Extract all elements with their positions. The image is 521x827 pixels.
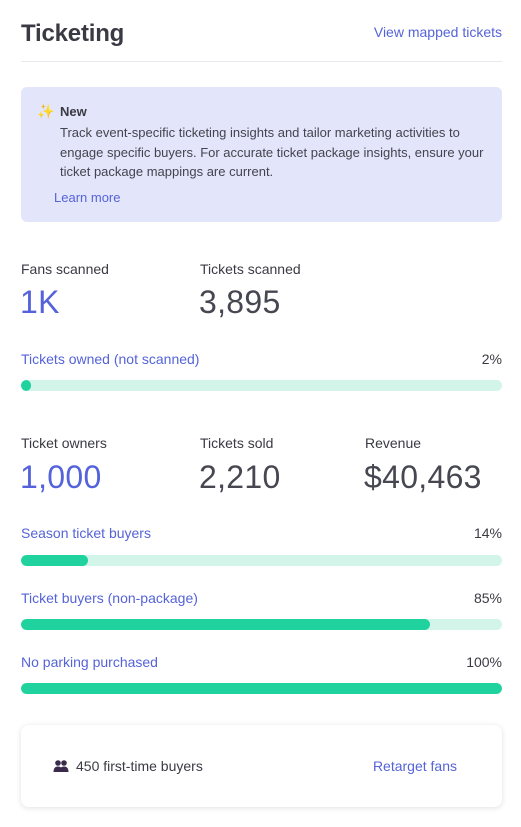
tickets-scanned-value: 3,895 xyxy=(199,284,281,320)
learn-more-link[interactable]: Learn more xyxy=(54,190,121,205)
progress-fill xyxy=(21,683,502,694)
no-parking-purchased-percent: 100% xyxy=(466,654,502,670)
season-ticket-buyers-progress-bar xyxy=(21,555,502,566)
section-header: Ticketing View mapped tickets xyxy=(21,0,502,62)
tickets-owned-not-scanned-link[interactable]: Tickets owned (not scanned) xyxy=(21,351,200,367)
users-icon xyxy=(53,760,69,772)
progress-fill xyxy=(21,380,31,391)
new-feature-banner: ✨ New Track event-specific ticketing ins… xyxy=(21,87,502,222)
first-time-buyers-card: 450 first-time buyers Retarget fans xyxy=(21,725,502,807)
ticket-buyers-non-package-percent: 85% xyxy=(473,590,502,606)
banner-heading: New xyxy=(60,104,87,119)
tickets-scanned-label: Tickets scanned xyxy=(200,261,301,277)
retarget-fans-button[interactable]: Retarget fans xyxy=(372,758,457,774)
tickets-owned-progress-bar xyxy=(21,380,502,391)
tickets-owned-percent: 2% xyxy=(481,351,502,367)
revenue-value: $40,463 xyxy=(364,459,482,495)
no-parking-purchased-progress-bar xyxy=(21,683,502,694)
banner-body: Track event-specific ticketing insights … xyxy=(60,125,484,179)
progress-fill xyxy=(21,619,430,630)
season-ticket-buyers-link[interactable]: Season ticket buyers xyxy=(21,525,151,541)
revenue-label: Revenue xyxy=(365,435,422,451)
first-time-buyers-count: 450 first-time buyers xyxy=(76,758,203,774)
no-parking-purchased-link[interactable]: No parking purchased xyxy=(21,654,158,670)
tickets-sold-label: Tickets sold xyxy=(200,435,274,451)
sparkles-icon: ✨ xyxy=(37,103,55,119)
page-title: Ticketing xyxy=(21,20,125,47)
fans-scanned-value: 1K xyxy=(20,284,60,320)
fans-scanned-label: Fans scanned xyxy=(21,261,109,277)
ticket-owners-label: Ticket owners xyxy=(21,435,107,451)
view-mapped-tickets-link[interactable]: View mapped tickets xyxy=(373,24,502,40)
progress-fill xyxy=(21,555,89,566)
ticket-buyers-non-package-progress-bar xyxy=(21,619,502,630)
season-ticket-buyers-percent: 14% xyxy=(473,525,502,541)
tickets-sold-value: 2,210 xyxy=(199,459,281,495)
ticket-owners-value: 1,000 xyxy=(20,459,102,495)
ticket-buyers-non-package-link[interactable]: Ticket buyers (non-package) xyxy=(21,590,198,606)
